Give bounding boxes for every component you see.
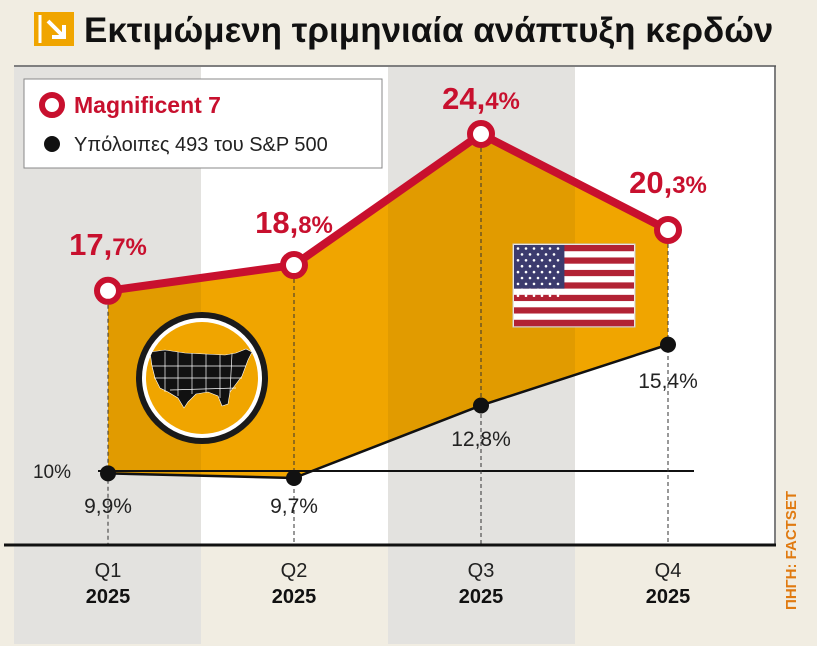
magnificent-7-value-label: 24,4% xyxy=(442,81,520,116)
x-tick-year-label: 2025 xyxy=(272,586,317,608)
x-tick-year-label: 2025 xyxy=(646,586,691,608)
series-magnificent-7 xyxy=(94,120,682,305)
magnificent-7-point xyxy=(280,251,308,280)
magnificent-7-line xyxy=(107,130,670,295)
other-493-value-label: 9,7% xyxy=(270,495,318,518)
us-flag-icon xyxy=(512,243,636,328)
magnificent-7-point xyxy=(654,215,682,244)
magnificent-7-data-labels: 17,7% 18,8% 24,4% 20,3% xyxy=(69,81,707,262)
arrow-down-right-icon xyxy=(46,19,66,39)
legend-label-other-493: Υπόλοιπες 493 του S&P 500 xyxy=(74,134,328,156)
usa-map-badge xyxy=(136,312,268,444)
other-493-value-label: 9,9% xyxy=(84,495,132,518)
other-493-value-label: 15,4% xyxy=(638,370,698,393)
magnificent-7-value-label: 17,7% xyxy=(69,227,147,262)
magnificent-7-point xyxy=(467,120,495,148)
x-tick-label: Q4 xyxy=(655,560,682,582)
vertical-guides xyxy=(107,134,669,545)
usa-map-icon xyxy=(149,348,253,409)
magnificent-7-value-label: 18,8% xyxy=(255,205,333,240)
legend: Magnificent 7 Υπόλοιπες 493 του S&P 500 xyxy=(23,78,383,169)
x-tick-label: Q1 xyxy=(95,560,122,582)
other-493-data-labels: 9,9% 9,7% 12,8% 15,4% xyxy=(84,370,698,518)
other-493-point xyxy=(100,465,116,482)
magnificent-7-point xyxy=(94,276,122,305)
legend-marker-magnificent-7 xyxy=(39,92,65,118)
legend-marker-other-493 xyxy=(44,136,60,152)
chart-title: Εκτιμώμενη τριμηνιαία ανάπτυξη κερδών xyxy=(84,11,773,50)
series-other-493 xyxy=(100,336,676,487)
other-493-line xyxy=(107,343,669,480)
reference-label: 10% xyxy=(33,462,71,483)
x-tick-year-label: 2025 xyxy=(86,586,131,608)
other-493-point xyxy=(660,336,676,353)
legend-box xyxy=(23,78,383,169)
source-note: ΠΗΓΗ: FACTSET xyxy=(783,491,800,610)
chart-header: Εκτιμώμενη τριμηνιαία ανάπτυξη κερδών xyxy=(34,11,773,50)
other-493-point xyxy=(286,470,302,487)
other-493-value-label: 12,8% xyxy=(451,428,511,451)
magnificent-7-value-label: 20,3% xyxy=(629,165,707,200)
x-tick-year-label: 2025 xyxy=(459,586,504,608)
x-tick-label: Q2 xyxy=(281,560,308,582)
x-axis-labels: Q1 2025 Q2 2025 Q3 2025 Q4 2025 xyxy=(86,560,691,608)
x-tick-label: Q3 xyxy=(468,560,495,582)
other-493-point xyxy=(473,397,489,414)
legend-label-magnificent-7: Magnificent 7 xyxy=(74,92,221,118)
